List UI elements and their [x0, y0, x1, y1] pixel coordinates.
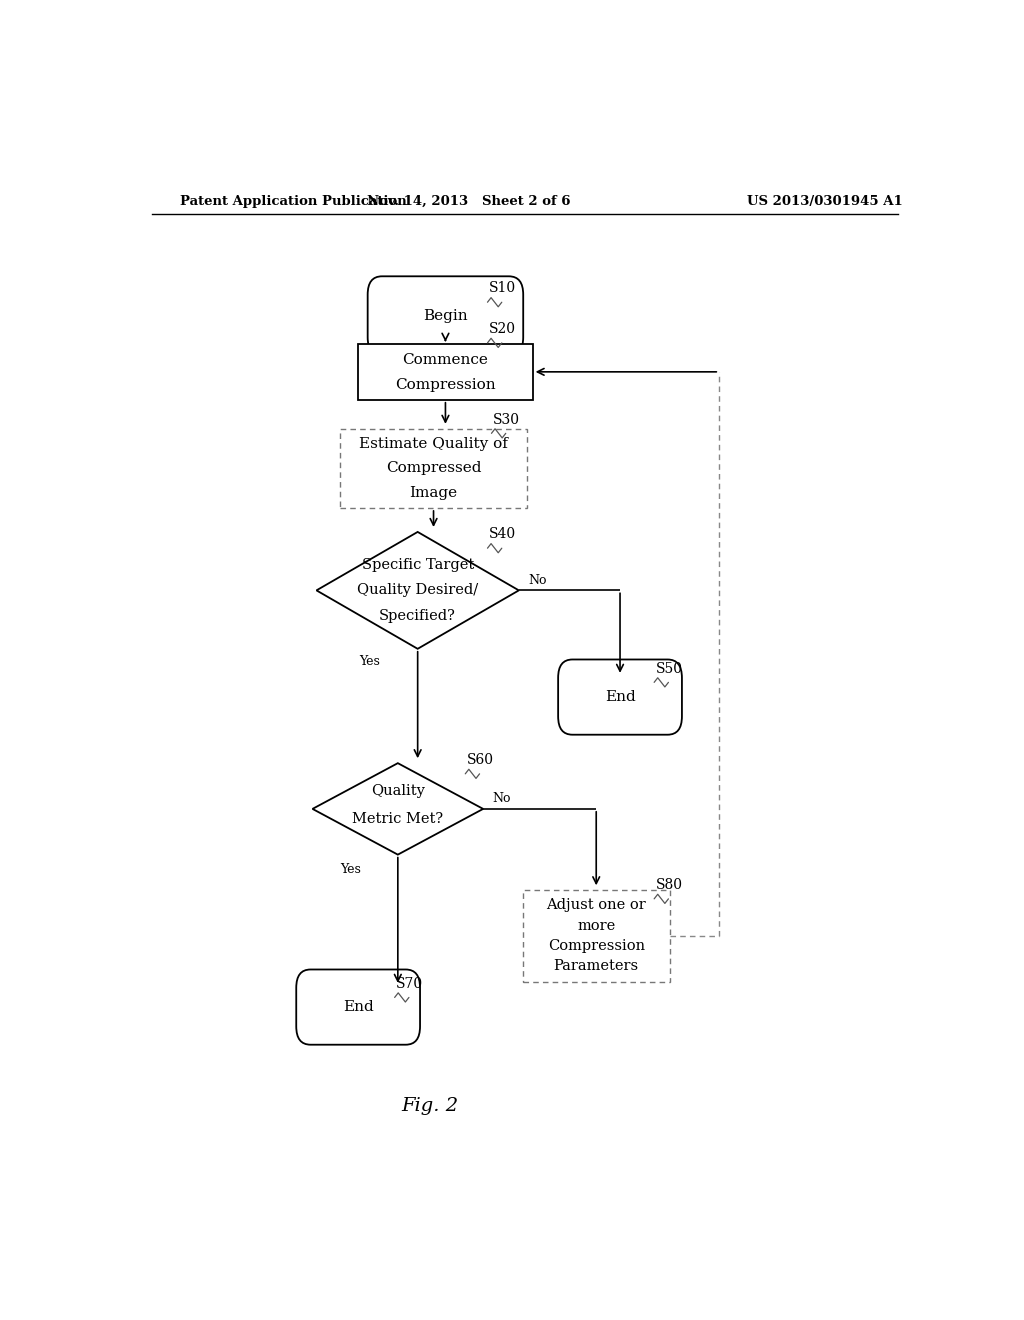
Polygon shape — [316, 532, 519, 649]
Bar — [340, 429, 526, 508]
FancyBboxPatch shape — [296, 969, 420, 1044]
Text: US 2013/0301945 A1: US 2013/0301945 A1 — [748, 194, 903, 207]
Text: End: End — [343, 1001, 374, 1014]
Text: S10: S10 — [489, 281, 516, 296]
Text: Adjust one or: Adjust one or — [547, 899, 646, 912]
Text: Fig. 2: Fig. 2 — [401, 1097, 458, 1114]
Text: Estimate Quality of: Estimate Quality of — [359, 437, 508, 451]
Text: Image: Image — [410, 486, 458, 500]
Polygon shape — [312, 763, 483, 854]
Text: Compression: Compression — [548, 939, 645, 953]
FancyBboxPatch shape — [558, 660, 682, 735]
Bar — [358, 345, 532, 400]
Text: Specified?: Specified? — [379, 609, 456, 623]
Text: more: more — [578, 919, 615, 933]
Text: S70: S70 — [396, 977, 423, 991]
Text: No: No — [528, 574, 547, 586]
Text: Quality Desired/: Quality Desired/ — [357, 583, 478, 598]
FancyBboxPatch shape — [368, 276, 523, 355]
Text: Specific Target: Specific Target — [361, 558, 474, 572]
Text: End: End — [604, 690, 636, 704]
Text: Begin: Begin — [423, 309, 468, 323]
Text: S30: S30 — [494, 413, 520, 426]
Text: Metric Met?: Metric Met? — [352, 812, 443, 826]
Text: S80: S80 — [655, 878, 683, 892]
Text: S20: S20 — [489, 322, 516, 337]
Text: Quality: Quality — [371, 784, 425, 797]
Text: S50: S50 — [655, 661, 683, 676]
Text: Commence: Commence — [402, 352, 488, 367]
Text: Nov. 14, 2013   Sheet 2 of 6: Nov. 14, 2013 Sheet 2 of 6 — [368, 194, 571, 207]
Text: No: No — [493, 792, 511, 805]
Text: Compression: Compression — [395, 378, 496, 392]
Text: Yes: Yes — [340, 863, 360, 876]
Text: Parameters: Parameters — [554, 960, 639, 973]
Text: Compressed: Compressed — [386, 462, 481, 475]
Text: Patent Application Publication: Patent Application Publication — [179, 194, 407, 207]
Bar — [523, 890, 670, 982]
Text: S40: S40 — [489, 528, 516, 541]
Text: S60: S60 — [467, 754, 494, 767]
Text: Yes: Yes — [359, 655, 381, 668]
